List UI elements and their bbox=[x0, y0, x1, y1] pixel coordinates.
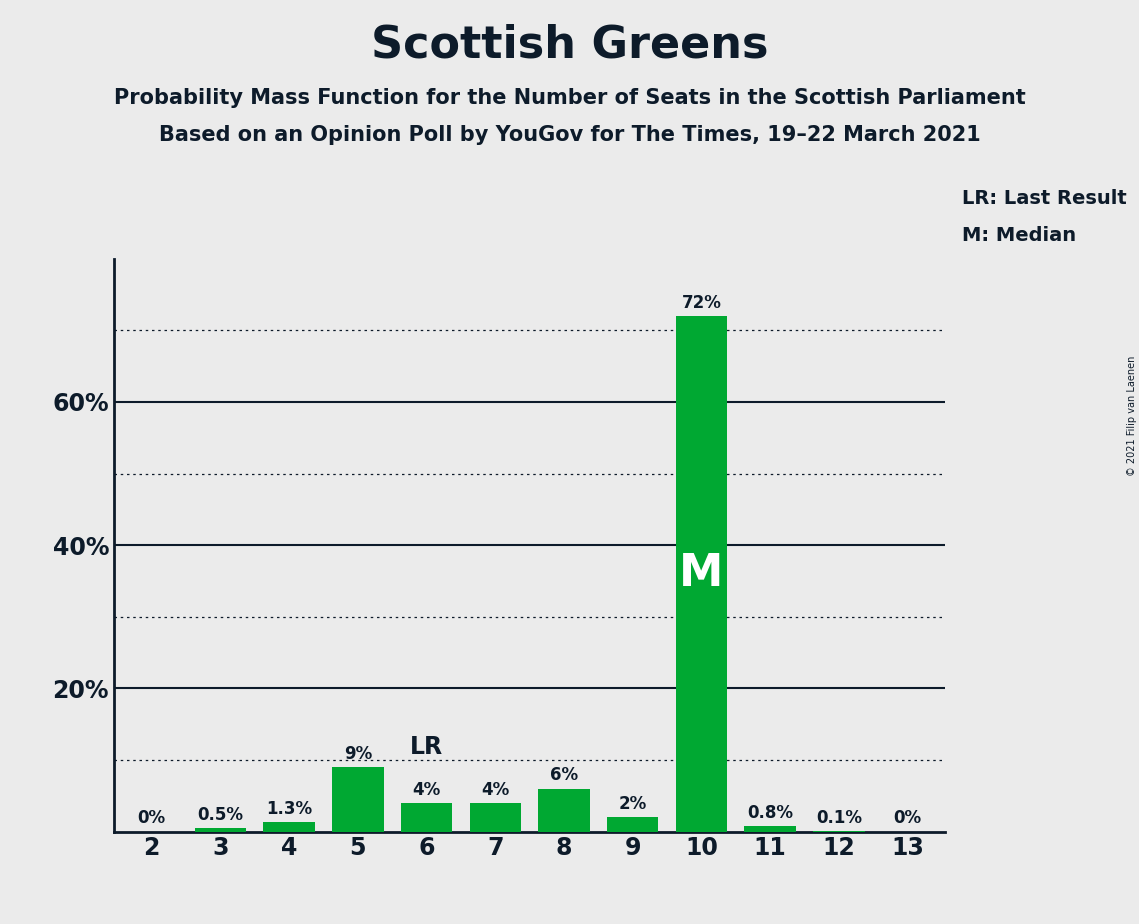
Text: LR: LR bbox=[410, 736, 443, 760]
Text: 72%: 72% bbox=[681, 294, 721, 311]
Text: 2%: 2% bbox=[618, 795, 647, 813]
Text: 9%: 9% bbox=[344, 745, 372, 763]
Text: © 2021 Filip van Laenen: © 2021 Filip van Laenen bbox=[1126, 356, 1137, 476]
Text: M: Median: M: Median bbox=[962, 226, 1076, 246]
Bar bbox=[333, 767, 384, 832]
Text: 6%: 6% bbox=[550, 766, 579, 784]
Text: 4%: 4% bbox=[481, 781, 509, 798]
Bar bbox=[469, 803, 521, 832]
Text: M: M bbox=[679, 553, 723, 595]
Bar bbox=[745, 826, 796, 832]
Text: 0.5%: 0.5% bbox=[197, 806, 244, 823]
Bar bbox=[539, 788, 590, 832]
Bar bbox=[607, 817, 658, 832]
Bar bbox=[401, 803, 452, 832]
Bar bbox=[263, 822, 314, 832]
Text: 0.8%: 0.8% bbox=[747, 804, 793, 821]
Text: 1.3%: 1.3% bbox=[267, 800, 312, 818]
Text: Based on an Opinion Poll by YouGov for The Times, 19–22 March 2021: Based on an Opinion Poll by YouGov for T… bbox=[158, 125, 981, 145]
Text: LR: Last Result: LR: Last Result bbox=[962, 189, 1128, 209]
Text: Scottish Greens: Scottish Greens bbox=[371, 23, 768, 67]
Bar bbox=[195, 828, 246, 832]
Bar bbox=[675, 316, 727, 832]
Text: 0.1%: 0.1% bbox=[816, 808, 862, 827]
Text: Probability Mass Function for the Number of Seats in the Scottish Parliament: Probability Mass Function for the Number… bbox=[114, 88, 1025, 108]
Text: 0%: 0% bbox=[138, 809, 166, 827]
Text: 4%: 4% bbox=[412, 781, 441, 798]
Text: 0%: 0% bbox=[893, 809, 921, 827]
